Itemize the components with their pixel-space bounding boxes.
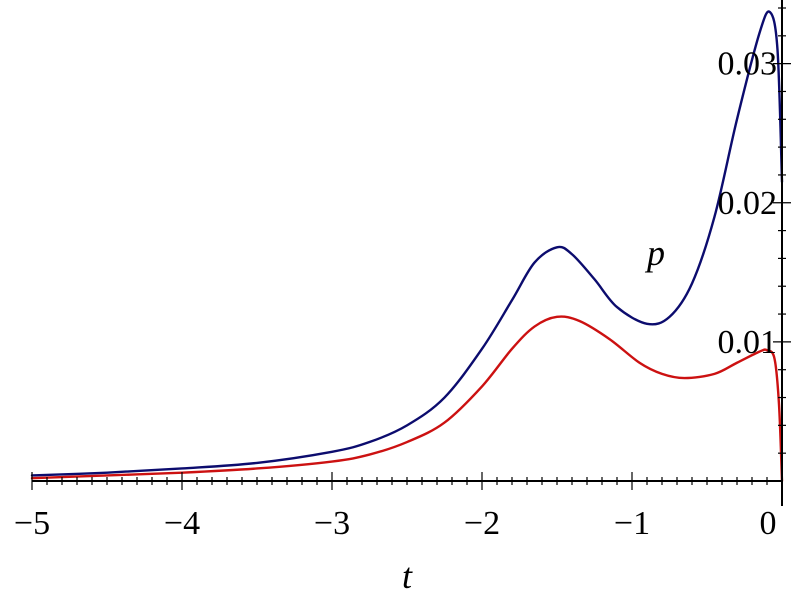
x-tick-label: −2 <box>464 505 500 542</box>
y-tick-label: 0.03 <box>718 46 778 83</box>
series-line-1 <box>30 10 784 477</box>
series-line-2 <box>30 315 784 483</box>
series-layer <box>30 10 784 483</box>
y-tick-label: 0.01 <box>718 324 778 361</box>
x-tick-label: −1 <box>614 505 650 542</box>
y-tick-label: 0.02 <box>718 185 778 222</box>
x-tick-label: −4 <box>164 505 200 542</box>
x-tick-label: 0 <box>760 505 777 542</box>
x-tick-label: −3 <box>314 505 350 542</box>
x-axis-label: t <box>402 556 413 596</box>
y-axis-label: p <box>644 233 665 273</box>
x-tick-label: −5 <box>14 505 50 542</box>
ticks-layer: −5 −4 −3 −2 −1 0 0.01 0.02 0.03 <box>14 7 791 542</box>
axes-layer <box>32 0 783 506</box>
